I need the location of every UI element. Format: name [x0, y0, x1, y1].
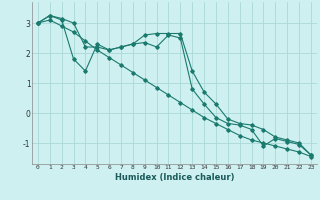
X-axis label: Humidex (Indice chaleur): Humidex (Indice chaleur) — [115, 173, 234, 182]
